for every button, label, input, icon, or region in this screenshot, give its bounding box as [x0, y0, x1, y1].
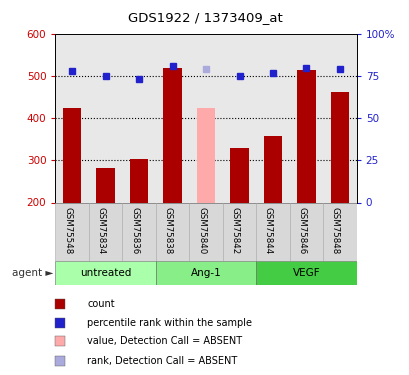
- Bar: [122, 202, 155, 261]
- Bar: [163, 68, 181, 203]
- Bar: [89, 202, 122, 261]
- Text: GSM75834: GSM75834: [97, 207, 106, 254]
- Bar: [330, 92, 348, 202]
- Text: GSM75842: GSM75842: [230, 207, 239, 254]
- Text: GSM75846: GSM75846: [297, 207, 306, 254]
- Bar: [263, 136, 281, 202]
- Bar: [155, 202, 189, 261]
- Text: rank, Detection Call = ABSENT: rank, Detection Call = ABSENT: [87, 356, 237, 366]
- Bar: [297, 70, 315, 202]
- Text: GSM75838: GSM75838: [163, 207, 172, 254]
- Bar: [256, 202, 289, 261]
- Bar: [189, 202, 222, 261]
- Text: GSM75548: GSM75548: [63, 207, 72, 254]
- Bar: [155, 261, 256, 285]
- Bar: [222, 202, 256, 261]
- Bar: [55, 202, 89, 261]
- Text: untreated: untreated: [80, 268, 131, 278]
- Bar: [63, 108, 81, 202]
- Bar: [130, 159, 148, 202]
- Bar: [55, 261, 155, 285]
- Text: GSM75840: GSM75840: [197, 207, 205, 254]
- Text: VEGF: VEGF: [292, 268, 319, 278]
- Bar: [230, 148, 248, 202]
- Text: Ang-1: Ang-1: [190, 268, 221, 278]
- Bar: [196, 108, 215, 202]
- Bar: [256, 261, 356, 285]
- Bar: [289, 202, 322, 261]
- Text: value, Detection Call = ABSENT: value, Detection Call = ABSENT: [87, 336, 242, 346]
- Text: GSM75848: GSM75848: [330, 207, 339, 254]
- Text: agent ►: agent ►: [12, 268, 53, 278]
- Text: count: count: [87, 299, 115, 309]
- Text: GSM75836: GSM75836: [130, 207, 139, 254]
- Bar: [96, 168, 115, 202]
- Bar: [322, 202, 356, 261]
- Text: GSM75844: GSM75844: [263, 207, 272, 254]
- Text: GDS1922 / 1373409_at: GDS1922 / 1373409_at: [127, 11, 282, 24]
- Text: percentile rank within the sample: percentile rank within the sample: [87, 318, 252, 327]
